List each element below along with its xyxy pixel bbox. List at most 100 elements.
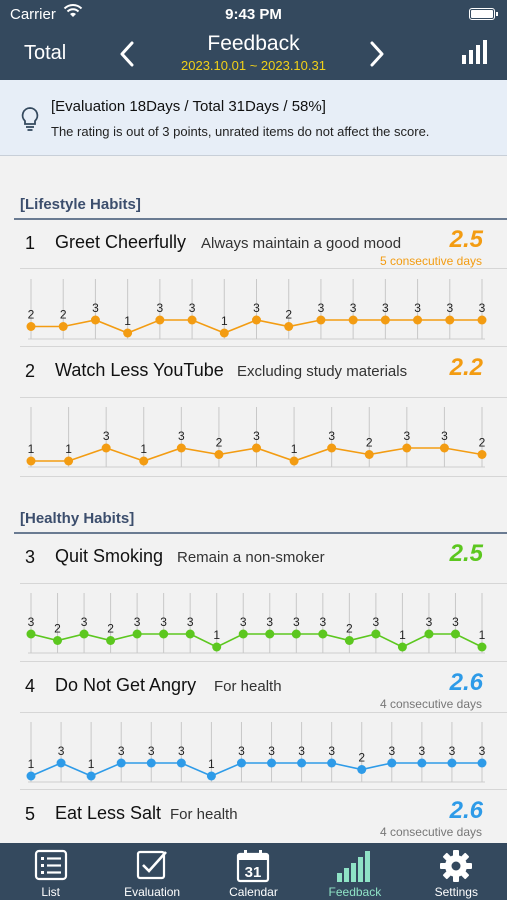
chevron-left-icon[interactable] bbox=[118, 40, 136, 68]
rating-value-label: 3 bbox=[189, 301, 196, 315]
habit-row-2[interactable]: 2 Watch Less YouTube Excluding study mat… bbox=[0, 348, 507, 408]
rating-value-label: 3 bbox=[414, 301, 421, 315]
rating-value-label: 3 bbox=[160, 615, 167, 629]
habit-score: 2.5 bbox=[449, 226, 483, 253]
habit-description: For health bbox=[170, 806, 238, 823]
habit-row-1[interactable]: 1 Greet Cheerfully Always maintain a goo… bbox=[0, 220, 507, 280]
rating-point bbox=[26, 771, 36, 781]
row-divider bbox=[20, 476, 507, 477]
rating-chart-do-not-get-angry: 1 3 1 3 3 3 1 3 3 3 3 2 3 3 3 3 bbox=[26, 722, 487, 783]
rating-value-label: 1 bbox=[399, 628, 406, 642]
rating-value-label: 2 bbox=[358, 751, 365, 765]
rating-point bbox=[284, 322, 294, 331]
rating-value-label: 3 bbox=[103, 429, 110, 443]
tab-feedback[interactable]: Feedback bbox=[304, 843, 405, 900]
habit-streak: 4 consecutive days bbox=[379, 697, 482, 711]
rating-point bbox=[450, 629, 460, 639]
habit-description: Remain a non-smoker bbox=[177, 549, 325, 566]
row-divider bbox=[20, 346, 507, 347]
rating-value-label: 3 bbox=[178, 744, 185, 758]
gear-icon bbox=[440, 850, 473, 882]
rating-point bbox=[318, 629, 328, 639]
row-divider bbox=[20, 661, 507, 662]
rating-point bbox=[236, 758, 246, 768]
clock: 9:43 PM bbox=[225, 6, 282, 23]
rating-point bbox=[380, 315, 390, 325]
rating-point bbox=[417, 758, 427, 768]
rating-note: The rating is out of 3 points, unrated i… bbox=[51, 124, 430, 139]
habit-feedback-list[interactable]: [Lifestyle Habits] 1 Greet Cheerfully Al… bbox=[0, 157, 507, 843]
rating-value-label: 3 bbox=[268, 744, 275, 758]
signal-chart-icon[interactable] bbox=[461, 39, 489, 65]
rating-point bbox=[289, 456, 299, 466]
total-button[interactable]: Total bbox=[24, 42, 67, 64]
rating-value-label: 2 bbox=[346, 622, 353, 636]
info-banner: [Evaluation 18Days / Total 31Days / 58%]… bbox=[0, 80, 507, 156]
rating-value-label: 3 bbox=[328, 429, 335, 443]
wifi-icon bbox=[63, 4, 83, 17]
tab-settings[interactable]: Settings bbox=[406, 843, 507, 900]
bar-chart-icon bbox=[336, 851, 370, 882]
row-divider bbox=[20, 583, 507, 584]
rating-value-label: 1 bbox=[213, 628, 220, 642]
calendar-icon: 31 bbox=[237, 850, 270, 883]
section-divider bbox=[14, 532, 507, 534]
rating-point bbox=[316, 315, 326, 325]
rating-value-label: 3 bbox=[178, 429, 185, 443]
checkbox-icon bbox=[136, 850, 168, 880]
habit-row-3[interactable]: 3 Quit Smoking Remain a non-smoker 2.5 bbox=[0, 534, 507, 594]
carrier-label: Carrier bbox=[10, 6, 56, 23]
rating-value-label: 3 bbox=[388, 744, 395, 758]
rating-value-label: 2 bbox=[285, 308, 292, 322]
rating-point bbox=[26, 456, 36, 466]
rating-value-label: 3 bbox=[350, 301, 357, 315]
rating-point bbox=[212, 642, 222, 652]
rating-point bbox=[327, 758, 337, 768]
rating-value-label: 3 bbox=[134, 615, 141, 629]
rating-value-label: 3 bbox=[403, 429, 410, 443]
rating-point bbox=[477, 642, 487, 652]
rating-point bbox=[477, 450, 487, 459]
rating-value-label: 2 bbox=[216, 436, 223, 450]
lightbulb-icon bbox=[21, 107, 39, 131]
rating-point bbox=[219, 328, 229, 338]
habit-name: Watch Less YouTube bbox=[55, 360, 224, 380]
rating-value-label: 2 bbox=[28, 308, 35, 322]
rating-point bbox=[357, 765, 367, 774]
rating-value-label: 1 bbox=[291, 442, 298, 456]
rating-value-label: 1 bbox=[221, 314, 228, 328]
chevron-right-icon[interactable] bbox=[368, 40, 386, 68]
rating-point bbox=[86, 771, 96, 781]
rating-value-label: 1 bbox=[479, 628, 486, 642]
rating-point bbox=[291, 629, 301, 639]
rating-value-label: 1 bbox=[140, 442, 147, 456]
tab-bar: List Evaluation 31 Calendar Feedback bbox=[0, 843, 507, 900]
rating-point bbox=[139, 456, 149, 466]
rating-point bbox=[146, 758, 156, 768]
tab-list[interactable]: List bbox=[0, 843, 101, 900]
rating-point bbox=[26, 322, 36, 331]
row-divider bbox=[20, 397, 507, 398]
habit-row-4[interactable]: 4 Do Not Get Angry For health 2.6 4 cons… bbox=[0, 663, 507, 723]
rating-point bbox=[58, 322, 68, 331]
rating-point bbox=[159, 629, 169, 639]
rating-point bbox=[238, 629, 248, 639]
rating-point bbox=[265, 629, 275, 639]
rating-point bbox=[116, 758, 126, 768]
row-divider bbox=[20, 789, 507, 790]
tab-calendar[interactable]: 31 Calendar bbox=[203, 843, 304, 900]
habit-score: 2.2 bbox=[449, 354, 483, 381]
rating-point bbox=[327, 443, 337, 453]
habit-row-5[interactable]: 5 Eat Less Salt For health 2.6 4 consecu… bbox=[0, 791, 507, 843]
rating-point bbox=[439, 443, 449, 453]
tab-evaluation[interactable]: Evaluation bbox=[101, 843, 202, 900]
rating-value-label: 1 bbox=[88, 757, 95, 771]
habit-description: Excluding study materials bbox=[237, 363, 408, 380]
rating-value-label: 3 bbox=[240, 615, 247, 629]
rating-value-label: 1 bbox=[65, 442, 72, 456]
rating-value-label: 3 bbox=[187, 615, 194, 629]
rating-value-label: 3 bbox=[92, 301, 99, 315]
evaluation-summary: [Evaluation 18Days / Total 31Days / 58%] bbox=[51, 98, 326, 115]
rating-value-label: 3 bbox=[446, 301, 453, 315]
habit-score: 2.6 bbox=[449, 669, 483, 696]
